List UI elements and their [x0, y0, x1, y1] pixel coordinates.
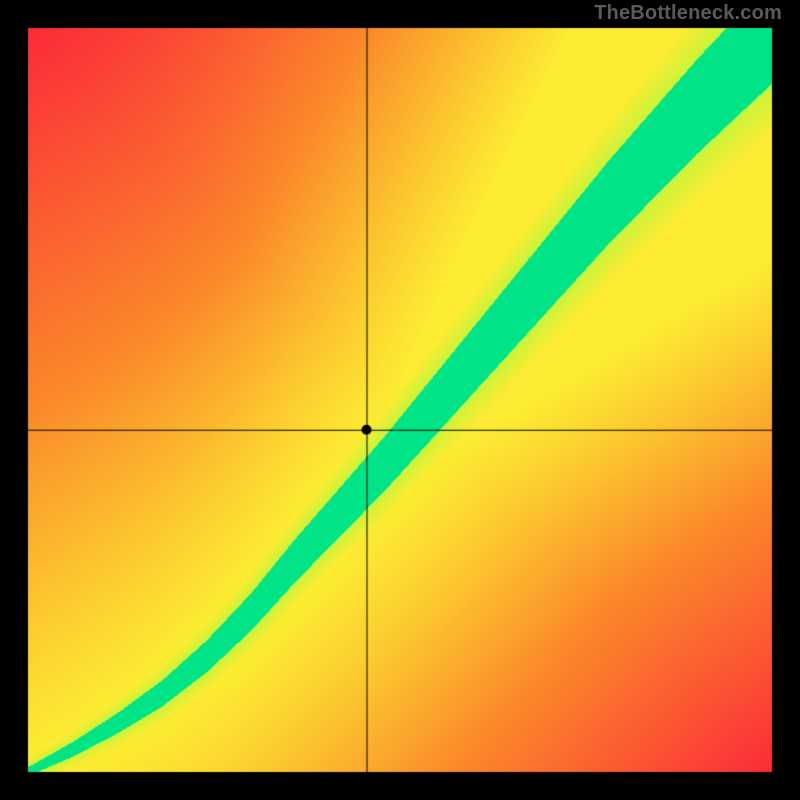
chart-container: TheBottleneck.com [0, 0, 800, 800]
watermark-label: TheBottleneck.com [594, 2, 782, 25]
bottleneck-heatmap-canvas [0, 0, 800, 800]
